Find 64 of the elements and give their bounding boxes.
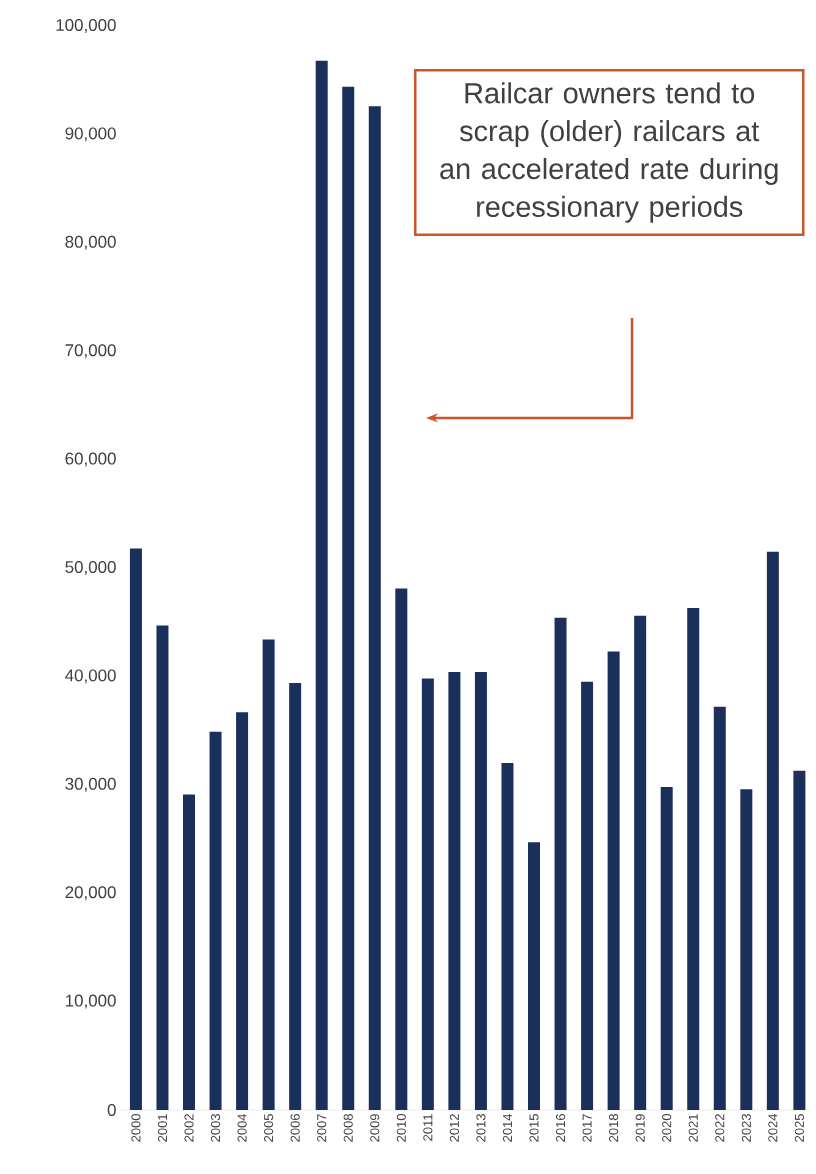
x-tick-label: 2024 [768,1113,778,1142]
y-tick-label: 80,000 [65,235,116,250]
bar [421,678,434,1110]
bar [501,763,514,1110]
bar [607,651,620,1110]
annotation: Railcar owners tend to scrap (older) railcars at an accelerated rate during recessionary periods [440,82,778,223]
bar [793,770,806,1110]
bar [236,712,249,1110]
x-tick-label: 2000 [131,1114,141,1142]
bar [395,588,408,1110]
x-tick-label: 2007 [317,1114,327,1142]
x-tick-label: 2009 [370,1114,380,1142]
bar [634,615,647,1110]
bar [474,672,487,1110]
y-tick-label: 70,000 [65,344,116,359]
bar [129,548,142,1110]
bar [528,842,540,1110]
x-tick-label: 2002 [184,1114,194,1142]
x-tick-label: 2008 [343,1114,353,1142]
x-tick-label: 2004 [237,1113,247,1142]
x-tick-label: 2014 [502,1113,513,1142]
bar [156,625,169,1110]
y-tick-label: 10,000 [65,994,116,1009]
x-tick-label: 2015 [529,1114,539,1142]
x-tick-label: 2021 [688,1114,698,1142]
x-tick-label: 2006 [290,1114,300,1142]
x-tick-label: 2001 [157,1114,168,1142]
bar [342,86,355,1110]
x-tick-label: 2018 [609,1114,619,1142]
bar [766,551,779,1110]
x-tick-label: 2010 [396,1114,406,1142]
bar [740,789,753,1110]
bar [581,681,594,1110]
y-tick-label: 90,000 [65,127,116,142]
x-tick-label: 2020 [662,1114,672,1142]
y-tick-label: 60,000 [65,452,116,467]
bar [289,682,302,1110]
x-tick-label: 2012 [449,1114,459,1142]
y-tick-label: 30,000 [65,777,116,792]
x-tick-label: 2019 [635,1114,645,1142]
bar [183,794,195,1110]
y-tick-label: 50,000 [65,561,116,575]
x-tick-label: 2011 [423,1114,433,1141]
bar [660,786,673,1110]
y-tick-label: 40,000 [65,669,116,684]
x-tick-label: 2003 [210,1114,221,1142]
bar [713,706,726,1110]
y-tick-label: 0 [107,1104,116,1116]
y-tick-label: 100,000 [56,18,116,33]
x-tick-label: 2013 [476,1114,486,1142]
x-tick-label: 2023 [741,1114,751,1142]
bar [209,731,222,1110]
y-tick-label: 20,000 [65,886,116,901]
x-tick-label: 2022 [715,1114,725,1142]
x-tick-label: 2016 [555,1114,566,1142]
bar [687,608,700,1110]
bar [448,672,461,1110]
bar [262,639,275,1110]
x-tick-label: 2025 [794,1114,804,1142]
bar [315,60,328,1110]
x-tick-label: 2005 [264,1114,274,1142]
bar [554,617,567,1110]
bar [368,106,381,1110]
x-tick-label: 2017 [582,1114,592,1142]
